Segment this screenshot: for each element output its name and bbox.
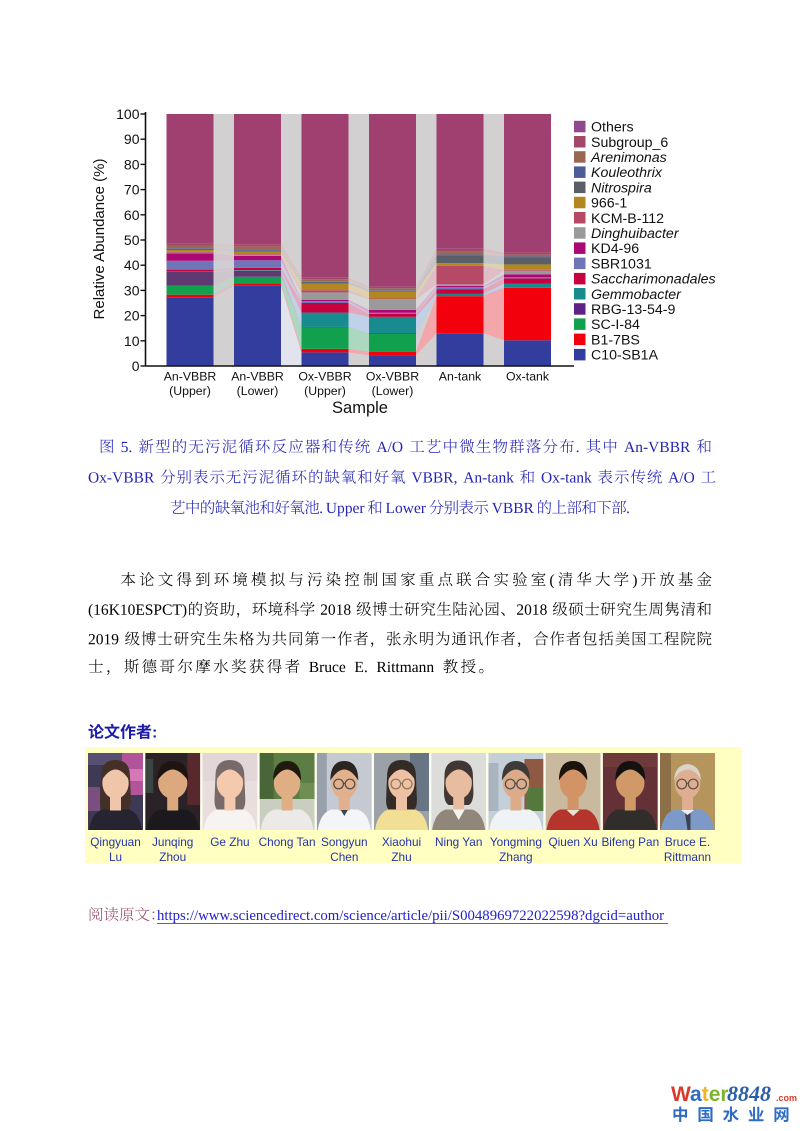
svg-text:Sample: Sample [332,399,388,417]
svg-text:SC-I-84: SC-I-84 [591,317,640,333]
svg-text:8848: 8848 [727,1081,771,1106]
svg-text:Zhu: Zhu [391,850,411,864]
svg-text:Zhang: Zhang [499,850,532,864]
svg-text:Qingyuan: Qingyuan [90,835,141,849]
svg-text:B1-7BS: B1-7BS [591,332,640,348]
svg-text:Kouleothrix: Kouleothrix [591,165,663,181]
svg-text:Subgroup_6: Subgroup_6 [591,135,668,151]
svg-text:Bifeng Pan: Bifeng Pan [601,835,659,849]
svg-text:Ox-tank: Ox-tank [506,370,550,384]
svg-text:Chong Tan: Chong Tan [259,835,316,849]
svg-text:Junqing: Junqing [152,835,193,849]
svg-text:Ning Yan: Ning Yan [435,835,482,849]
svg-text:Lu: Lu [109,850,122,864]
svg-text:Water: Water [671,1083,729,1106]
svg-text:Xiaohui: Xiaohui [382,835,421,849]
svg-text:C10-SB1A: C10-SB1A [591,348,659,364]
svg-text:20: 20 [124,308,140,324]
svg-text:KD4-96: KD4-96 [591,241,639,257]
svg-text:KCM-B-112: KCM-B-112 [591,211,664,227]
svg-text:100: 100 [116,106,140,122]
svg-text:.com: .com [776,1093,797,1103]
svg-text:(Upper): (Upper) [169,384,211,398]
svg-text:(Upper): (Upper) [304,384,346,398]
svg-text:Gemmobacter: Gemmobacter [591,287,682,303]
svg-text:Arenimonas: Arenimonas [590,150,667,166]
svg-text:An-VBBR: An-VBBR [164,370,217,384]
svg-text:966-1: 966-1 [591,196,627,212]
svg-text:Ge Zhu: Ge Zhu [210,835,249,849]
svg-text:https://www.sciencedirect.com/: https://www.sciencedirect.com/science/ar… [157,908,664,924]
svg-text:Nitrospira: Nitrospira [591,180,652,196]
svg-text:Dinghuibacter: Dinghuibacter [591,226,680,242]
svg-text:SBR1031: SBR1031 [591,256,652,272]
svg-text:60: 60 [124,207,140,223]
svg-text:Yongming: Yongming [490,835,542,849]
svg-text:Ox-VBBR: Ox-VBBR [298,370,351,384]
svg-text:0: 0 [132,358,140,374]
svg-text:(Lower): (Lower) [237,384,279,398]
svg-text:Qiuen Xu: Qiuen Xu [549,835,598,849]
svg-text:Others: Others [591,120,634,136]
svg-text:Saccharimonadales: Saccharimonadales [591,272,716,288]
svg-text:RBG-13-54-9: RBG-13-54-9 [591,302,675,318]
svg-text:Rittmann: Rittmann [664,850,711,864]
svg-text:Relative Abundance (%): Relative Abundance (%) [91,159,108,320]
svg-text:40: 40 [124,257,140,273]
svg-text:30: 30 [124,282,140,298]
svg-text:90: 90 [124,131,140,147]
svg-text:An-tank: An-tank [439,370,482,384]
svg-text:70: 70 [124,182,140,198]
svg-text:10: 10 [124,333,140,349]
svg-text:(Lower): (Lower) [372,384,414,398]
svg-text:Zhou: Zhou [159,850,186,864]
svg-text:80: 80 [124,156,140,172]
svg-text:Ox-VBBR: Ox-VBBR [366,370,419,384]
svg-text:Songyun: Songyun [321,835,368,849]
svg-text:An-VBBR: An-VBBR [231,370,284,384]
svg-text:Bruce E.: Bruce E. [665,835,710,849]
svg-text:Chen: Chen [330,850,358,864]
svg-text:50: 50 [124,232,140,248]
